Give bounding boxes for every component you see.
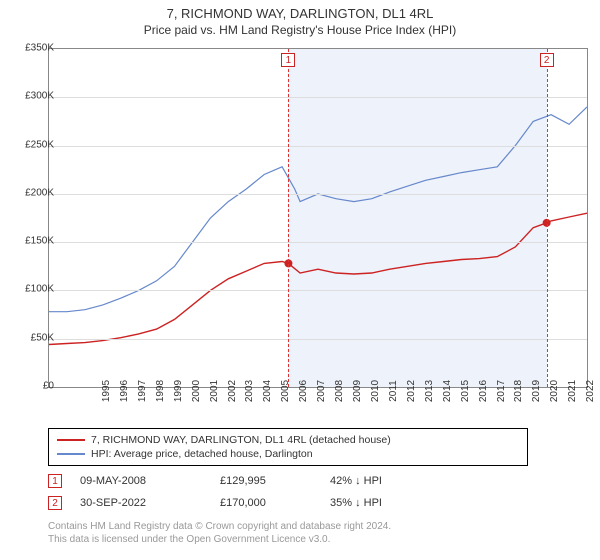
sales-row-price: £129,995 [220, 475, 330, 487]
y-axis-label: £200K [25, 187, 54, 198]
x-axis-label: 1997 [137, 380, 148, 402]
x-axis-label: 2003 [244, 380, 255, 402]
legend-label: HPI: Average price, detached house, Darl… [91, 448, 313, 460]
x-axis-label: 2022 [585, 380, 596, 402]
sale-marker-box: 1 [281, 53, 295, 67]
x-axis-label: 2001 [209, 380, 220, 402]
y-axis-label: £0 [43, 381, 54, 392]
gridline [49, 97, 587, 98]
x-axis-label: 2015 [460, 380, 471, 402]
y-axis-label: £50K [31, 332, 54, 343]
y-axis-label: £100K [25, 284, 54, 295]
gridline [49, 339, 587, 340]
x-axis-label: 2017 [496, 380, 507, 402]
x-axis-label: 2009 [352, 380, 363, 402]
x-axis-label: 2020 [549, 380, 560, 402]
x-axis-label: 2014 [442, 380, 453, 402]
gridline [49, 194, 587, 195]
sales-row-date: 30-SEP-2022 [80, 497, 220, 509]
legend-row: 7, RICHMOND WAY, DARLINGTON, DL1 4RL (de… [57, 433, 519, 447]
x-axis-label: 2004 [262, 380, 273, 402]
sales-table: 1 09-MAY-2008£129,99542% ↓ HPI 2 30-SEP-202… [48, 470, 440, 514]
x-axis-label: 2021 [567, 380, 578, 402]
footnote-line-1: Contains HM Land Registry data © Crown c… [48, 520, 391, 533]
x-axis-label: 2013 [424, 380, 435, 402]
sales-row-marker: 1 [48, 474, 62, 488]
sales-row-pct: 42% ↓ HPI [330, 475, 440, 487]
x-axis-label: 2019 [531, 380, 542, 402]
sales-row: 1 09-MAY-2008£129,99542% ↓ HPI [48, 470, 440, 492]
page-title: 7, RICHMOND WAY, DARLINGTON, DL1 4RL [0, 0, 600, 23]
page-subtitle: Price paid vs. HM Land Registry's House … [0, 23, 600, 41]
x-axis-label: 2012 [406, 380, 417, 402]
gridline [49, 146, 587, 147]
legend-label: 7, RICHMOND WAY, DARLINGTON, DL1 4RL (de… [91, 434, 391, 446]
x-axis-label: 1999 [173, 380, 184, 402]
x-axis-label: 1998 [155, 380, 166, 402]
x-axis-label: 2018 [513, 380, 524, 402]
sales-row-marker: 2 [48, 496, 62, 510]
footnote-line-2: This data is licensed under the Open Gov… [48, 533, 391, 546]
footnote: Contains HM Land Registry data © Crown c… [48, 520, 391, 546]
x-axis-label: 2016 [478, 380, 489, 402]
x-axis-label: 1995 [101, 380, 112, 402]
sales-row-price: £170,000 [220, 497, 330, 509]
x-axis-label: 2011 [388, 380, 399, 402]
series-hpi [49, 107, 587, 312]
x-axis-label: 2000 [191, 380, 202, 402]
y-axis-label: £150K [25, 236, 54, 247]
y-axis-label: £300K [25, 91, 54, 102]
x-axis-label: 2007 [316, 380, 327, 402]
chart-plot-area: 1995199619971998199920002001200220032004… [48, 48, 588, 388]
sale-vline [288, 49, 289, 387]
gridline [49, 242, 587, 243]
sale-vline [547, 49, 548, 387]
sales-row-pct: 35% ↓ HPI [330, 497, 440, 509]
legend-swatch [57, 453, 85, 455]
y-axis-label: £350K [25, 43, 54, 54]
x-axis-label: 2002 [227, 380, 238, 402]
legend-box: 7, RICHMOND WAY, DARLINGTON, DL1 4RL (de… [48, 428, 528, 466]
x-axis-label: 2006 [298, 380, 309, 402]
chart-container: 7, RICHMOND WAY, DARLINGTON, DL1 4RL Pri… [0, 0, 600, 560]
series-property [49, 213, 587, 344]
chart-svg [49, 49, 587, 387]
x-axis-label: 1996 [119, 380, 130, 402]
legend-row: HPI: Average price, detached house, Darl… [57, 447, 519, 461]
gridline [49, 290, 587, 291]
y-axis-label: £250K [25, 139, 54, 150]
x-axis-label: 2008 [334, 380, 345, 402]
legend-swatch [57, 439, 85, 441]
x-axis-label: 2010 [370, 380, 381, 402]
sales-row-date: 09-MAY-2008 [80, 475, 220, 487]
sales-row: 2 30-SEP-2022£170,00035% ↓ HPI [48, 492, 440, 514]
x-axis-label: 2005 [280, 380, 291, 402]
sale-marker-box: 2 [540, 53, 554, 67]
